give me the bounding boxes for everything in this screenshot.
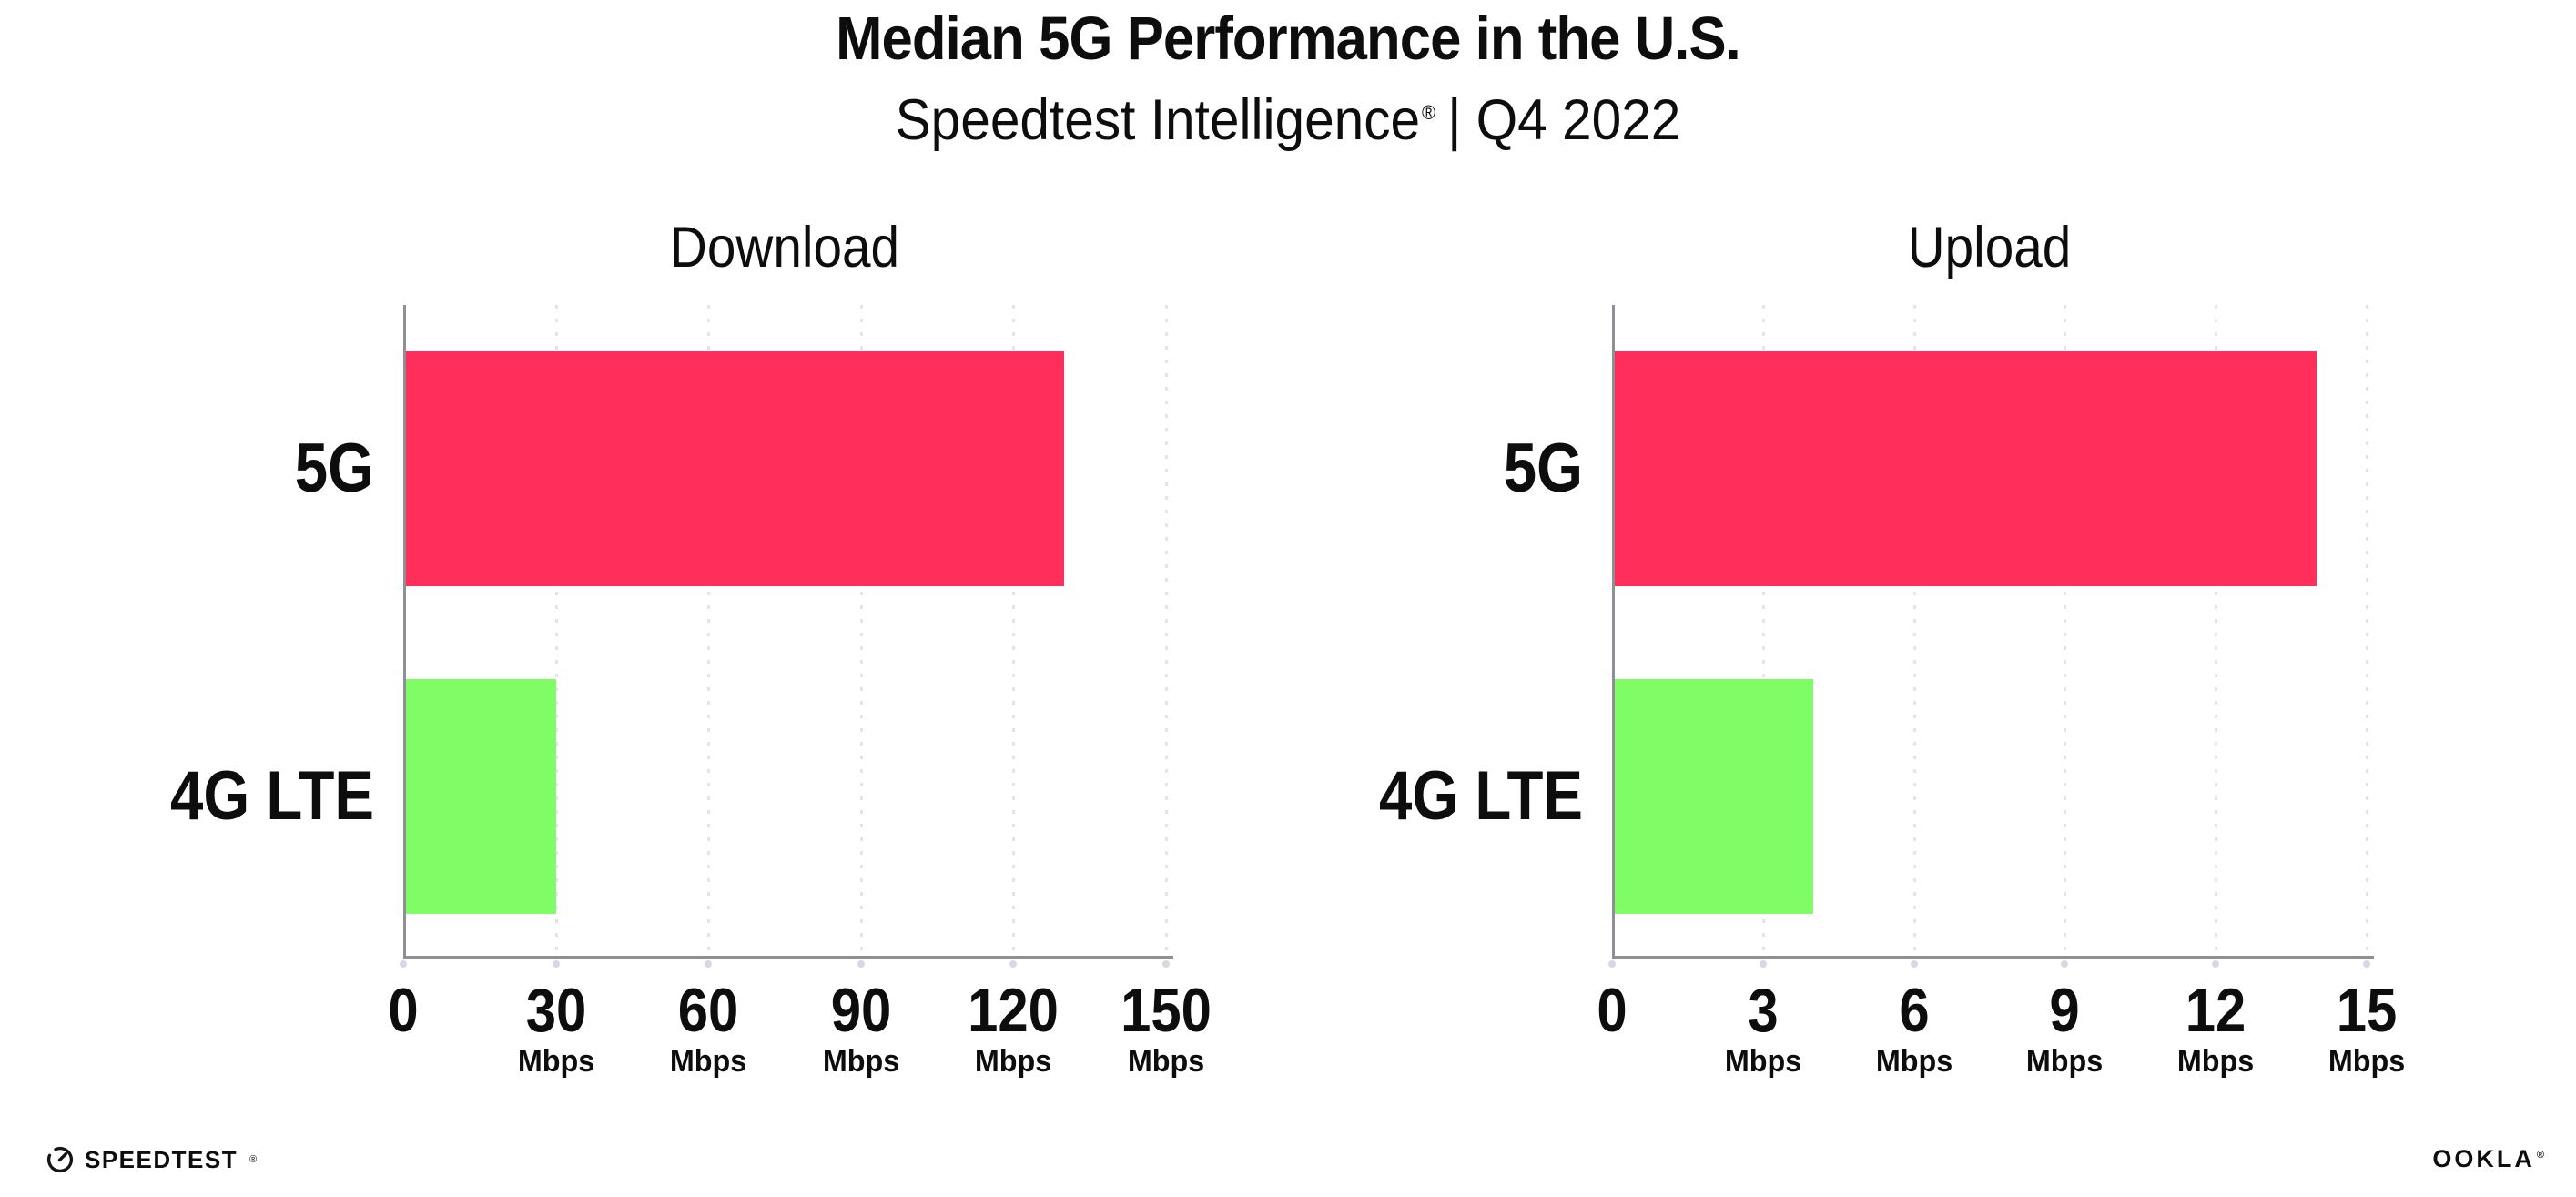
- tick-unit-30: Mbps: [517, 1044, 594, 1079]
- page-title: Median 5G Performance in the U.S.: [836, 5, 1741, 73]
- x-axis-upload: [1612, 956, 2374, 959]
- gridline-90-mbps: [859, 305, 863, 959]
- gridline-12-mbps: [2215, 305, 2218, 959]
- bar-upload-5g: [1612, 351, 2317, 586]
- chart-title-download: Download: [669, 216, 900, 279]
- tick-mark-3: [1759, 960, 1767, 968]
- tick-label-150: 150: [1121, 976, 1212, 1045]
- gridline-15-mbps: [2366, 305, 2368, 959]
- gridline-6-mbps: [1912, 305, 1916, 959]
- bar-download-4g-lte: [403, 679, 556, 914]
- tick-label-15: 15: [2336, 976, 2398, 1045]
- tick-mark-120: [1009, 960, 1018, 968]
- tick-unit-120: Mbps: [975, 1044, 1052, 1079]
- speedtest-registered-mark: ®: [249, 1154, 258, 1165]
- tick-unit-90: Mbps: [822, 1044, 899, 1079]
- gridline-30-mbps: [554, 305, 558, 959]
- category-label-4g-lte: 4G LTE: [1379, 757, 1583, 835]
- chart-download: Download 5G 4G LTE 0 30 Mbps 60 Mbps 90 Mbps 120 Mb…: [85, 209, 1221, 1120]
- tick-label-60: 60: [677, 976, 739, 1045]
- tick-label-12: 12: [2185, 976, 2246, 1045]
- tick-unit-150: Mbps: [1127, 1044, 1205, 1079]
- chart-upload: Upload 5G 4G LTE 0 3 Mbps 6 Mbps 9 Mbps 12 Mbps 15 Mb…: [1293, 209, 2421, 1120]
- tick-mark-60: [705, 960, 713, 968]
- x-axis-download: [403, 956, 1173, 959]
- tick-label-9: 9: [2049, 976, 2081, 1045]
- bar-upload-4g-lte: [1612, 679, 1814, 914]
- registered-trademark-icon: ®: [1422, 101, 1436, 124]
- tick-mark-0: [1608, 960, 1616, 968]
- gridline-60-mbps: [707, 305, 711, 959]
- tick-mark-150: [1162, 960, 1170, 968]
- subtitle-period: | Q4 2022: [1447, 88, 1681, 152]
- ookla-logo: OOKLA ®: [2432, 1145, 2547, 1173]
- plot-area-upload: [1608, 305, 2374, 968]
- tick-unit-60: Mbps: [670, 1044, 747, 1079]
- gridline-120-mbps: [1012, 305, 1016, 959]
- gridline-3-mbps: [1761, 305, 1765, 959]
- tick-unit-9: Mbps: [2026, 1044, 2104, 1079]
- tick-mark-0: [400, 960, 407, 968]
- plot-area-download: [400, 305, 1173, 968]
- category-label-4g-lte: 4G LTE: [170, 757, 374, 835]
- bar-download-5g: [403, 351, 1065, 586]
- tick-label-30: 30: [525, 976, 586, 1045]
- page-subtitle: Speedtest Intelligence® | Q4 2022: [90, 87, 2486, 153]
- tick-mark-9: [2061, 960, 2069, 968]
- speedtest-logo: SPEEDTEST ®: [46, 1140, 257, 1180]
- tick-label-0: 0: [388, 976, 419, 1045]
- tick-label-120: 120: [968, 976, 1060, 1045]
- subtitle-brand: Speedtest Intelligence: [895, 88, 1421, 152]
- ookla-registered-mark: ®: [2536, 1150, 2547, 1161]
- tick-label-6: 6: [1898, 976, 1930, 1045]
- tick-unit-12: Mbps: [2177, 1044, 2255, 1079]
- tick-mark-90: [857, 960, 865, 968]
- tick-unit-3: Mbps: [1724, 1044, 1801, 1079]
- speedtest-gauge-icon: [46, 1146, 74, 1173]
- tick-mark-12: [2212, 960, 2220, 968]
- gridline-9-mbps: [2064, 305, 2067, 959]
- tick-mark-15: [2363, 960, 2370, 968]
- gridline-150-mbps: [1165, 305, 1168, 959]
- tick-label-0: 0: [1597, 976, 1628, 1045]
- tick-label-90: 90: [830, 976, 892, 1045]
- tick-label-3: 3: [1748, 976, 1779, 1045]
- y-axis-download: [403, 305, 406, 959]
- speedtest-wordmark: SPEEDTEST: [85, 1145, 238, 1173]
- tick-unit-6: Mbps: [1875, 1044, 1952, 1079]
- tick-mark-6: [1910, 960, 1918, 968]
- y-axis-upload: [1612, 305, 1615, 959]
- ookla-wordmark: OOKLA: [2432, 1145, 2535, 1172]
- tick-unit-15: Mbps: [2328, 1044, 2406, 1079]
- category-label-5g: 5G: [294, 430, 374, 507]
- category-label-5g: 5G: [1503, 430, 1583, 507]
- tick-mark-30: [552, 960, 560, 968]
- chart-title-upload: Upload: [1907, 216, 2072, 279]
